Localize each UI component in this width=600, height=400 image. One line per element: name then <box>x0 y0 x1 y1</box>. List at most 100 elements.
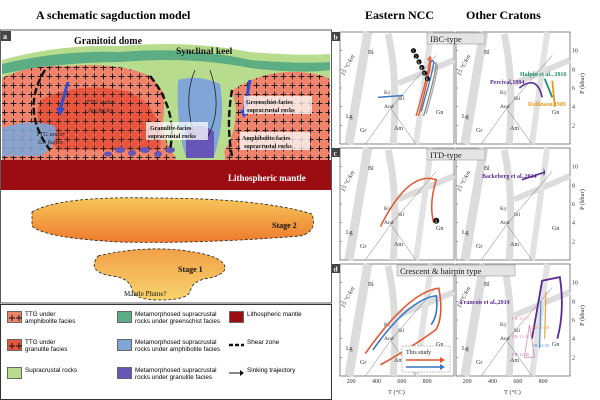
legend-swatch <box>7 339 22 351</box>
svg-text:5: 5 <box>423 71 425 76</box>
svg-text:Gn: Gn <box>436 342 443 348</box>
svg-text:And: And <box>384 220 394 226</box>
legend-swatch <box>7 311 22 323</box>
svg-text:T (°C): T (°C) <box>504 389 521 396</box>
panel-a-diagram: a Granitoid dome Synclinal keel TTG unde… <box>0 29 332 304</box>
svg-text:200: 200 <box>463 379 472 385</box>
panel-a-letter: a <box>3 32 7 41</box>
svg-text:IBC-type: IBC-type <box>430 34 462 44</box>
svg-text:1: 1 <box>412 49 414 54</box>
svg-text:600: 600 <box>513 379 522 385</box>
svg-text:Ky: Ky <box>500 322 507 328</box>
svg-text:6: 6 <box>426 77 428 82</box>
svg-text:Bl: Bl <box>484 282 490 288</box>
legend-item: TTG under granulite facies <box>7 339 67 353</box>
svg-text:10: 10 <box>572 165 578 171</box>
legend-item: Metamorphosed supracrustal rocks under gr… <box>117 311 220 325</box>
svg-text:Gn: Gn <box>436 110 443 116</box>
svg-text:b: b <box>334 33 338 42</box>
svg-text:800: 800 <box>539 379 548 385</box>
svg-text:600: 600 <box>397 379 406 385</box>
svg-text:Sil: Sil <box>398 96 405 102</box>
svg-text:PR-11-17: PR-11-17 <box>512 316 530 321</box>
svg-text:T (°C): T (°C) <box>388 389 405 396</box>
stage-1-label: Stage 1 <box>178 265 203 274</box>
svg-text:And: And <box>384 104 394 110</box>
svg-text:3: 3 <box>418 60 420 65</box>
svg-text:Gn: Gn <box>552 226 559 232</box>
lithospheric-mantle-label: Lithospheric mantle <box>228 173 306 183</box>
svg-text:supracrustal rocks: supracrustal rocks <box>244 144 292 150</box>
svg-text:2: 2 <box>415 54 417 59</box>
svg-text:800: 800 <box>423 379 432 385</box>
svg-text:400: 400 <box>372 379 381 385</box>
left-title: A schematic sagduction model <box>36 8 191 22</box>
svg-text:2: 2 <box>572 355 575 361</box>
svg-text:Am: Am <box>394 358 403 364</box>
svg-text:8: 8 <box>572 299 575 305</box>
svg-text:Lg: Lg <box>346 230 353 236</box>
legend-item: Supracrustal rocks <box>7 367 77 379</box>
svg-text:8: 8 <box>572 183 575 189</box>
svg-text:Gn: Gn <box>436 226 443 232</box>
granitoid-dome-label: Granitoid dome <box>74 36 143 47</box>
svg-text:Bl: Bl <box>368 50 374 56</box>
greenschist-label: Greenschist-facies <box>246 100 293 106</box>
svg-text:Gn facies: Gn facies <box>38 139 63 146</box>
legend-swatch <box>7 367 22 379</box>
svg-text:P (kbar): P (kbar) <box>579 189 586 210</box>
svg-text:TTG under: TTG under <box>86 99 115 106</box>
svg-text:6: 6 <box>572 202 575 208</box>
svg-text:Sil: Sil <box>514 96 521 102</box>
svg-text:P (kbar): P (kbar) <box>579 73 586 94</box>
svg-text:PR-11-25: PR-11-25 <box>512 334 530 339</box>
legend-swatch <box>229 339 244 351</box>
svg-text:Gn: Gn <box>552 342 559 348</box>
legend-swatch <box>117 339 132 351</box>
svg-text:10: 10 <box>572 281 578 287</box>
svg-text:Gr: Gr <box>360 360 366 366</box>
svg-text:d: d <box>334 265 339 274</box>
svg-text:And: And <box>500 104 510 110</box>
svg-text:And: And <box>500 220 510 226</box>
svg-text:Rollinson,1989: Rollinson,1989 <box>528 102 566 108</box>
svg-text:Am: Am <box>394 126 403 132</box>
svg-text:Bl: Bl <box>484 50 490 56</box>
svg-text:Sil: Sil <box>514 212 521 218</box>
svg-text:supracrustal rocks: supracrustal rocks <box>247 108 295 114</box>
svg-text:Lg: Lg <box>462 114 469 120</box>
svg-text:Gr: Gr <box>476 244 482 250</box>
svg-text:Sil: Sil <box>514 328 521 334</box>
legend-swatch <box>117 367 132 379</box>
legend-item: Lithospheric mantle <box>229 311 302 323</box>
svg-text:Gr: Gr <box>476 360 482 366</box>
svg-text:4: 4 <box>572 337 575 343</box>
svg-text:8: 8 <box>572 67 575 73</box>
other-title: Other Cratons <box>466 8 541 22</box>
svg-text:And: And <box>500 336 510 342</box>
legend-item: Shear zone <box>229 339 279 351</box>
amphibolite-label: Amphibolite-facies <box>242 136 291 142</box>
granulite-label: Granulite-facies <box>150 126 192 132</box>
svg-text:Ky: Ky <box>500 206 507 212</box>
svg-text:Bl: Bl <box>484 166 490 172</box>
legend-item: Metamorphosed supracrustal rocks under am… <box>117 339 220 353</box>
svg-text:2: 2 <box>572 123 575 129</box>
svg-text:supracrustal rocks: supracrustal rocks <box>148 134 196 140</box>
svg-text:1: 1 <box>435 220 438 225</box>
svg-text:Sil: Sil <box>398 212 405 218</box>
svg-text:Am: Am <box>510 358 519 364</box>
svg-text:Crescent & hairpin type: Crescent & hairpin type <box>400 266 482 276</box>
svg-text:Backeberg et al.,2014: Backeberg et al.,2014 <box>482 174 537 180</box>
svg-text:Lg: Lg <box>346 114 353 120</box>
svg-text:c: c <box>334 149 338 158</box>
svg-text:This study: This study <box>406 350 431 356</box>
svg-text:PR-11-30: PR-11-30 <box>512 352 530 357</box>
svg-text:Ky: Ky <box>384 90 391 96</box>
svg-text:2: 2 <box>572 239 575 245</box>
svg-text:PR-11-28: PR-11-28 <box>532 325 550 330</box>
svg-text:Lg: Lg <box>346 346 353 352</box>
